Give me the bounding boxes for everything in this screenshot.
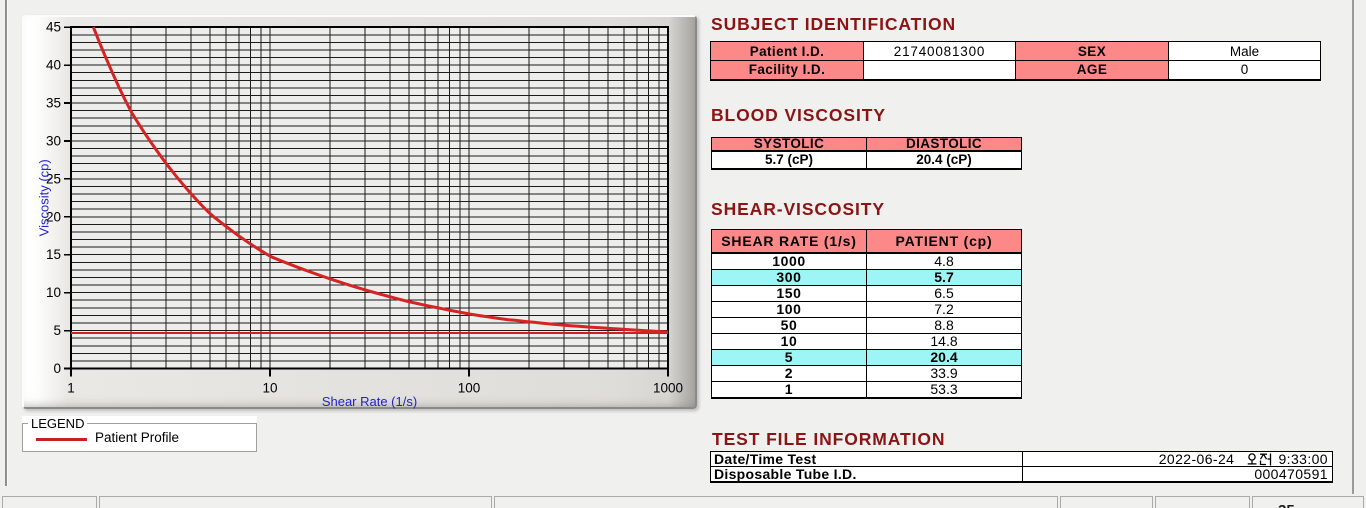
svg-text:45: 45 [46, 20, 61, 35]
svg-text:10: 10 [262, 381, 277, 396]
svg-text:1: 1 [67, 381, 75, 396]
svg-text:40: 40 [46, 58, 61, 73]
svg-text:10: 10 [46, 285, 61, 300]
svg-text:Shear Rate (1/s): Shear Rate (1/s) [322, 394, 417, 409]
svg-text:35: 35 [46, 96, 61, 111]
svg-text:20: 20 [46, 209, 61, 224]
svg-text:30: 30 [46, 133, 61, 148]
svg-text:15: 15 [46, 247, 61, 262]
svg-text:Viscosity (cp): Viscosity (cp) [37, 159, 52, 236]
svg-text:5: 5 [53, 323, 61, 338]
svg-text:0: 0 [53, 361, 61, 376]
svg-text:1000: 1000 [653, 381, 683, 396]
svg-text:100: 100 [458, 381, 481, 396]
svg-text:25: 25 [46, 171, 61, 186]
